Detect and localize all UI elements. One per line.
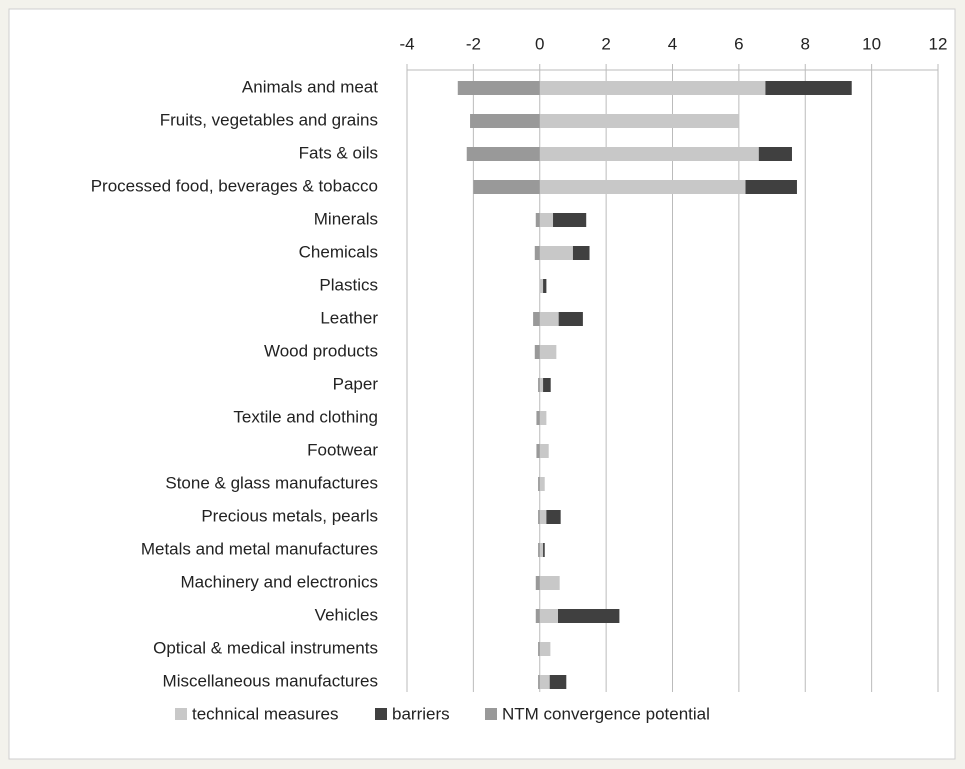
bar-segment xyxy=(539,444,549,458)
x-tick-label: 6 xyxy=(734,34,743,53)
y-tick-label: Minerals xyxy=(314,209,378,228)
bar-segment xyxy=(558,312,583,326)
chart-frame xyxy=(8,8,956,760)
x-tick-label: 4 xyxy=(668,34,677,53)
bar-segment xyxy=(536,444,540,458)
bar-segment xyxy=(534,246,540,260)
bar-segment xyxy=(539,543,544,557)
x-tick-label: 2 xyxy=(601,34,610,53)
x-tick-label: 10 xyxy=(862,34,881,53)
bar-segment xyxy=(539,477,545,491)
y-tick-label: Paper xyxy=(333,374,379,393)
y-tick-label: Miscellaneous manufactures xyxy=(163,671,378,690)
bar-segment xyxy=(539,378,544,392)
bar-segment xyxy=(539,411,547,425)
y-tick-label: Precious metals, pearls xyxy=(201,506,378,525)
y-tick-label: Vehicles xyxy=(315,605,378,624)
y-tick-label: Footwear xyxy=(307,440,378,459)
y-tick-label: Animals and meat xyxy=(242,77,378,96)
y-tick-label: Leather xyxy=(320,308,378,327)
bar-segment xyxy=(539,279,544,293)
bar-segment xyxy=(535,576,540,590)
bar-segment xyxy=(536,411,540,425)
bar-segment xyxy=(473,180,540,194)
y-tick-label: Plastics xyxy=(319,275,378,294)
bar-segment xyxy=(539,510,547,524)
x-tick-label: 12 xyxy=(929,34,948,53)
y-tick-label: Stone & glass manufactures xyxy=(165,473,378,492)
bar-segment xyxy=(539,675,550,689)
legend-label: NTM convergence potential xyxy=(502,704,710,723)
bar-segment xyxy=(539,642,551,656)
bar-segment xyxy=(470,114,540,128)
y-tick-label: Fats & oils xyxy=(299,143,378,162)
y-tick-label: Machinery and electronics xyxy=(181,572,378,591)
legend-swatch xyxy=(175,708,187,720)
y-tick-label: Wood products xyxy=(264,341,378,360)
bar-segment xyxy=(534,345,540,359)
y-tick-label: Optical & medical instruments xyxy=(153,638,378,657)
bar-segment xyxy=(572,246,590,260)
bar-segment xyxy=(535,213,540,227)
legend-label: technical measures xyxy=(192,704,338,723)
bar-segment xyxy=(457,81,540,95)
bar-segment xyxy=(539,147,759,161)
bar-segment xyxy=(466,147,540,161)
bar-segment xyxy=(558,609,620,623)
legend-swatch xyxy=(485,708,497,720)
bar-segment xyxy=(538,675,540,689)
y-tick-label: Processed food, beverages & tobacco xyxy=(91,176,378,195)
y-tick-label: Fruits, vegetables and grains xyxy=(160,110,378,129)
bar-segment xyxy=(539,246,573,260)
y-tick-label: Chemicals xyxy=(299,242,378,261)
bar-segment xyxy=(539,81,766,95)
bar-segment xyxy=(546,510,561,524)
legend-label: barriers xyxy=(392,704,450,723)
bar-segment xyxy=(758,147,792,161)
x-tick-label: 8 xyxy=(801,34,810,53)
x-tick-label: 0 xyxy=(535,34,544,53)
bar-segment xyxy=(539,345,557,359)
bar-segment xyxy=(539,609,559,623)
x-tick-label: -2 xyxy=(466,34,481,53)
bar-segment xyxy=(538,543,540,557)
bar-segment xyxy=(539,114,739,128)
x-tick-label: -4 xyxy=(399,34,414,53)
y-tick-label: Metals and metal manufactures xyxy=(141,539,378,558)
bar-segment xyxy=(543,279,547,293)
bar-segment xyxy=(765,81,852,95)
legend-swatch xyxy=(375,708,387,720)
bar-segment xyxy=(549,675,567,689)
bar-segment xyxy=(538,642,540,656)
bar-segment xyxy=(539,576,560,590)
bar-segment xyxy=(538,477,540,491)
bar-segment xyxy=(535,609,540,623)
bar-segment xyxy=(543,543,545,557)
bar-segment xyxy=(538,510,540,524)
bar-segment xyxy=(539,213,554,227)
bar-segment xyxy=(553,213,587,227)
bar-segment xyxy=(533,312,540,326)
bar-segment xyxy=(543,378,551,392)
bar-segment xyxy=(539,180,746,194)
bar-segment xyxy=(539,312,559,326)
bar-segment xyxy=(745,180,797,194)
bar-segment xyxy=(538,378,540,392)
y-tick-label: Textile and clothing xyxy=(233,407,378,426)
